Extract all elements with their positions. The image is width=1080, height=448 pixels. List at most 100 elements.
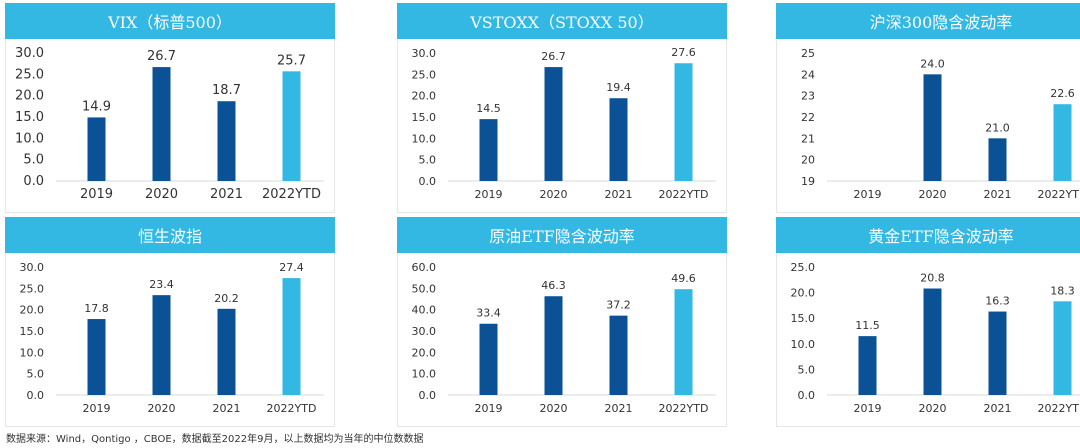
- y-tick-label: 60.0: [412, 261, 437, 274]
- y-tick-label: 10.0: [20, 346, 45, 359]
- data-label: 27.4: [279, 261, 304, 274]
- y-tick-label: 25: [801, 47, 815, 60]
- x-tick-label: 2020: [540, 402, 568, 415]
- bar: [1053, 301, 1072, 395]
- chart-oil: 0.0 10.0 20.0 30.0 40.0 50.0 60.0 33.4 2019 46.3 2…: [397, 253, 727, 427]
- bar: [674, 289, 693, 395]
- x-tick-label: 2022YTD: [659, 188, 709, 201]
- y-tick-label: 20.0: [791, 287, 816, 300]
- data-label: 20.8: [920, 272, 945, 285]
- data-label: 18.3: [1050, 284, 1075, 297]
- y-tick-label: 10.0: [412, 132, 437, 145]
- y-tick-label: 30.0: [20, 261, 45, 274]
- x-tick-label: 2019: [854, 188, 882, 201]
- data-label: 26.7: [541, 50, 566, 63]
- bar: [479, 119, 498, 181]
- data-label: 46.3: [541, 279, 566, 292]
- x-tick-label: 2021: [605, 402, 633, 415]
- panel-vix: VIX（标普500） 0.0 5.0 10.0 15.0 20.0 25.0 30.0 14.…: [5, 3, 335, 213]
- chart-svg: 0.0 10.0 20.0 30.0 40.0 50.0 60.0 33.4 2019 46.3 2…: [412, 261, 716, 415]
- data-label: 33.4: [476, 307, 501, 320]
- bar: [152, 67, 171, 181]
- x-tick-label: 2021: [605, 188, 633, 201]
- chart-svg: 0.0 5.0 10.0 15.0 20.0 25.0 30.0 17.8 2019 23.4 20…: [20, 261, 324, 415]
- source-footnote: 数据来源：Wind，Qontigo ，CBOE，数据截至2022年9月，以上数据…: [6, 434, 424, 445]
- y-tick-label: 25.0: [20, 282, 45, 295]
- data-label: 49.6: [671, 272, 696, 285]
- y-tick-label: 24: [801, 68, 815, 81]
- x-tick-label: 2020: [919, 188, 947, 201]
- bar: [217, 101, 236, 181]
- data-label: 11.5: [855, 319, 880, 332]
- y-tick-label: 23: [801, 90, 815, 103]
- chart-vstoxx: 0.0 5.0 10.0 15.0 20.0 25.0 30.0 14.5 2019 26.7 20…: [397, 39, 727, 213]
- bar: [923, 74, 942, 181]
- data-label: 27.6: [671, 46, 696, 59]
- data-label: 20.2: [214, 292, 239, 305]
- panel-oil: 原油ETF隐含波动率 0.0 10.0 20.0 30.0 40.0 50.0 60.0 33…: [397, 217, 727, 427]
- chart-hsi: 0.0 5.0 10.0 15.0 20.0 25.0 30.0 17.8 2019 23.4 20…: [5, 253, 335, 427]
- x-tick-label: 2020: [148, 402, 176, 415]
- bar: [858, 336, 877, 395]
- data-label: 19.4: [606, 81, 631, 94]
- bar: [1053, 104, 1072, 181]
- bar: [923, 288, 942, 395]
- y-tick-label: 0.0: [23, 174, 44, 189]
- y-tick-label: 19: [801, 175, 815, 188]
- data-label: 37.2: [606, 299, 631, 312]
- panel-hsi: 恒生波指 0.0 5.0 10.0 15.0 20.0 25.0 30.0 17.8 2019 2…: [5, 217, 335, 427]
- x-tick-label: 2022YTD: [659, 402, 709, 415]
- data-label: 21.0: [985, 121, 1010, 134]
- y-tick-label: 20.0: [15, 89, 44, 104]
- y-tick-label: 15.0: [20, 325, 45, 338]
- y-tick-label: 0.0: [798, 389, 816, 402]
- x-tick-label: 2019: [475, 402, 503, 415]
- x-tick-label: 2021: [984, 188, 1012, 201]
- y-tick-label: 40.0: [412, 304, 437, 317]
- y-tick-label: 5.0: [798, 363, 816, 376]
- y-tick-label: 0.0: [419, 389, 437, 402]
- bar: [674, 63, 693, 181]
- bar: [544, 296, 563, 395]
- y-tick-label: 15.0: [15, 110, 44, 125]
- chart-svg: 0.0 5.0 10.0 15.0 20.0 25.0 30.0 14.9 2019 26.7 20…: [15, 46, 324, 202]
- x-tick-label: 2022YTD: [1038, 188, 1080, 201]
- data-label: 24.0: [920, 57, 945, 70]
- x-tick-label: 2019: [475, 188, 503, 201]
- y-tick-label: 30.0: [412, 47, 437, 60]
- y-tick-label: 20.0: [20, 304, 45, 317]
- data-label: 18.7: [212, 83, 241, 98]
- x-tick-label: 2022YTD: [267, 402, 317, 415]
- y-tick-label: 30.0: [412, 325, 437, 338]
- x-tick-label: 2020: [145, 187, 178, 202]
- bar: [282, 278, 301, 395]
- bar: [988, 138, 1007, 181]
- chart-vix: 0.0 5.0 10.0 15.0 20.0 25.0 30.0 14.9 2019 26.7 20…: [5, 39, 335, 213]
- panel-csi300: 沪深300隐含波动率 19 20 21 22 23 24 25 2019 24.0 2020 21.…: [776, 3, 1080, 213]
- panel-vstoxx: VSTOXX（STOXX 50） 0.0 5.0 10.0 15.0 20.0 25.0 3…: [397, 3, 727, 213]
- panel-gold: 黄金ETF隐含波动率 0.0 5.0 10.0 15.0 20.0 25.0 11.5 201…: [776, 217, 1080, 427]
- bar: [152, 295, 171, 395]
- y-tick-label: 50.0: [412, 282, 437, 295]
- data-label: 16.3: [985, 295, 1010, 308]
- y-tick-label: 15.0: [412, 111, 437, 124]
- x-tick-label: 2021: [213, 402, 241, 415]
- bar: [217, 308, 236, 395]
- data-label: 23.4: [149, 278, 174, 291]
- chart-svg: 0.0 5.0 10.0 15.0 20.0 25.0 30.0 14.5 2019 26.7 20…: [412, 46, 716, 201]
- y-tick-label: 20: [801, 154, 815, 167]
- chart-title: VSTOXX（STOXX 50）: [397, 3, 727, 39]
- data-label: 26.7: [147, 49, 176, 64]
- bar: [479, 323, 498, 395]
- data-label: 25.7: [277, 53, 306, 68]
- data-label: 17.8: [84, 302, 109, 315]
- bar: [988, 311, 1007, 395]
- y-tick-label: 15.0: [791, 312, 816, 325]
- bar: [609, 98, 628, 181]
- data-label: 22.6: [1050, 87, 1075, 100]
- y-tick-label: 25.0: [412, 68, 437, 81]
- y-tick-label: 20.0: [412, 346, 437, 359]
- y-tick-label: 5.0: [23, 153, 44, 168]
- y-tick-label: 5.0: [27, 368, 45, 381]
- bar: [544, 67, 563, 181]
